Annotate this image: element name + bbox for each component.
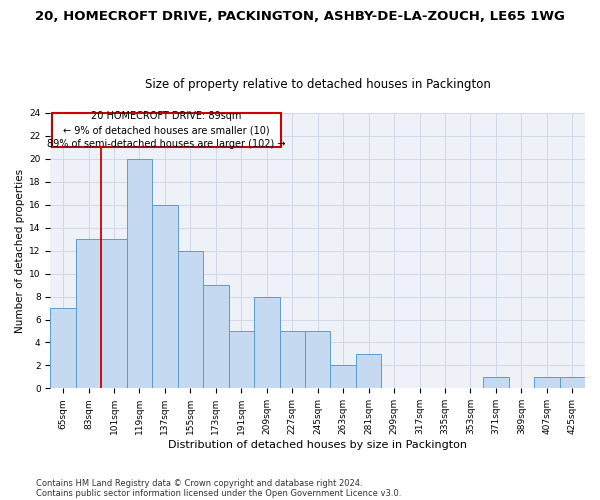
Text: 20 HOMECROFT DRIVE: 89sqm
← 9% of detached houses are smaller (10)
89% of semi-d: 20 HOMECROFT DRIVE: 89sqm ← 9% of detach…: [47, 111, 286, 149]
Text: Contains HM Land Registry data © Crown copyright and database right 2024.: Contains HM Land Registry data © Crown c…: [36, 478, 362, 488]
Bar: [76, 239, 101, 388]
Y-axis label: Number of detached properties: Number of detached properties: [15, 168, 25, 332]
Bar: [178, 250, 203, 388]
Bar: [127, 159, 152, 388]
Title: Size of property relative to detached houses in Packington: Size of property relative to detached ho…: [145, 78, 491, 91]
Bar: [356, 354, 382, 388]
FancyBboxPatch shape: [52, 113, 281, 148]
Bar: [50, 308, 76, 388]
Bar: [254, 296, 280, 388]
Bar: [203, 285, 229, 389]
Bar: [560, 377, 585, 388]
Bar: [331, 366, 356, 388]
Bar: [101, 239, 127, 388]
X-axis label: Distribution of detached houses by size in Packington: Distribution of detached houses by size …: [168, 440, 467, 450]
Text: 20, HOMECROFT DRIVE, PACKINGTON, ASHBY-DE-LA-ZOUCH, LE65 1WG: 20, HOMECROFT DRIVE, PACKINGTON, ASHBY-D…: [35, 10, 565, 23]
Bar: [305, 331, 331, 388]
Bar: [152, 205, 178, 388]
Bar: [534, 377, 560, 388]
Text: Contains public sector information licensed under the Open Government Licence v3: Contains public sector information licen…: [36, 488, 401, 498]
Bar: [280, 331, 305, 388]
Bar: [229, 331, 254, 388]
Bar: [483, 377, 509, 388]
